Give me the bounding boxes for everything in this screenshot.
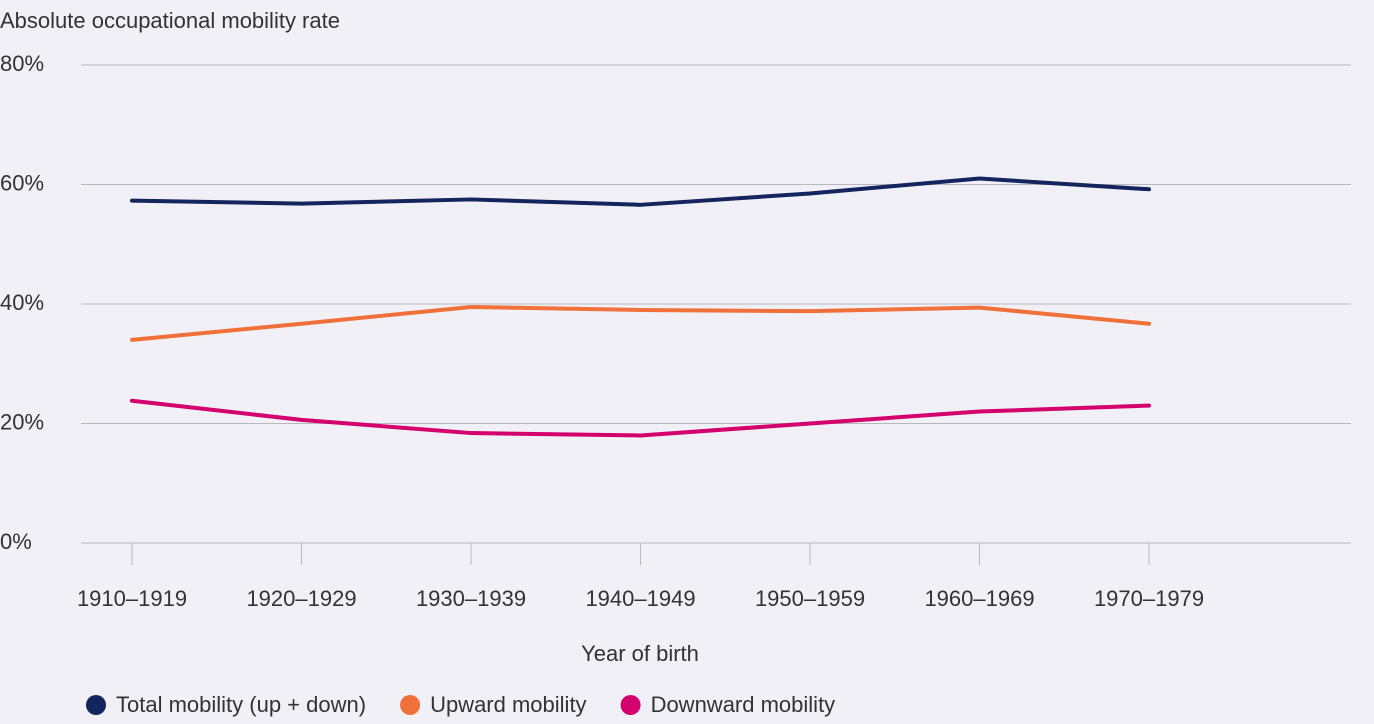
y-tick-label: 60% bbox=[0, 170, 44, 195]
x-tick-label: 1930–1939 bbox=[416, 586, 526, 611]
y-tick-label: 0% bbox=[0, 529, 32, 554]
y-tick-label: 40% bbox=[0, 290, 44, 315]
x-axis-label: Year of birth bbox=[581, 641, 699, 666]
chart-title: Absolute occupational mobility rate bbox=[0, 8, 340, 33]
y-tick-label: 20% bbox=[0, 409, 44, 434]
x-tick-label: 1920–1929 bbox=[246, 586, 356, 611]
line-series bbox=[130, 304, 1151, 342]
legend-swatch bbox=[400, 695, 421, 715]
legend-swatch bbox=[86, 695, 106, 715]
legend-swatch bbox=[620, 695, 641, 715]
line-series bbox=[130, 398, 1151, 438]
line-series bbox=[130, 176, 1151, 207]
x-tick-label: 1950–1959 bbox=[755, 586, 865, 611]
legend-label: Total mobility (up + down) bbox=[116, 692, 366, 717]
legend-label: Downward mobility bbox=[651, 692, 836, 717]
x-tick-label: 1960–1969 bbox=[924, 586, 1034, 611]
y-tick-label: 80% bbox=[0, 51, 44, 76]
x-tick-label: 1940–1949 bbox=[585, 586, 695, 611]
legend-label: Upward mobility bbox=[430, 692, 587, 717]
x-tick-label: 1910–1919 bbox=[77, 586, 187, 611]
x-tick-label: 1970–1979 bbox=[1094, 586, 1204, 611]
